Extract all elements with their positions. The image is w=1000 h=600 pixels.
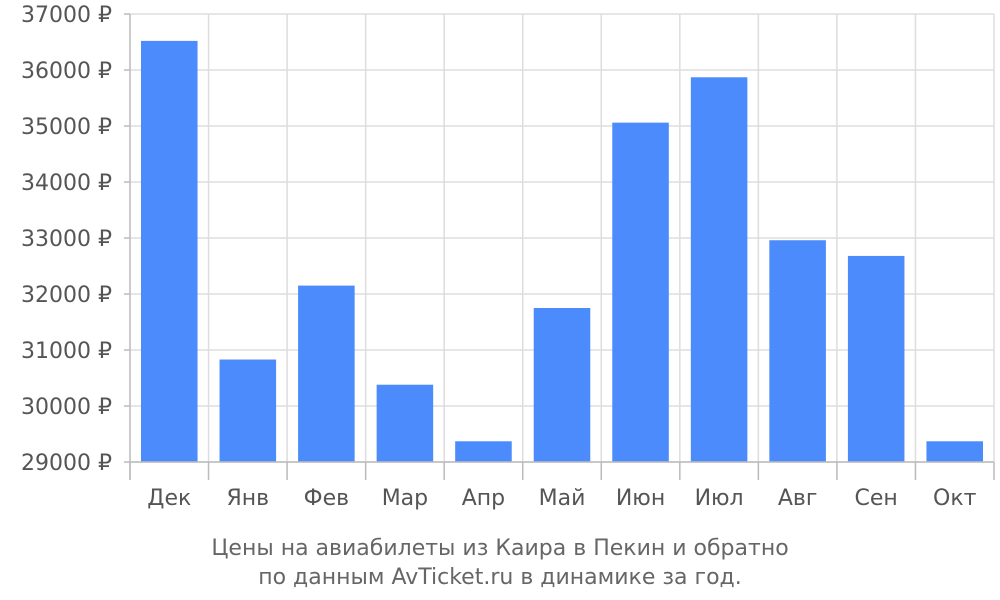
y-tick-label: 33000 ₽ [21, 227, 112, 252]
bar-7 [612, 122, 669, 462]
bar-5 [455, 441, 512, 462]
x-tick-label: Май [539, 486, 586, 511]
y-tick-label: 32000 ₽ [21, 283, 112, 308]
x-tick-label: Июн [616, 486, 665, 511]
y-tick-label: 35000 ₽ [21, 115, 112, 140]
grid-layer [130, 13, 995, 463]
axis-layer [124, 13, 995, 480]
bar-2 [219, 359, 277, 462]
chart-caption-line-2: по данным AvTicket.ru в динамике за год. [258, 565, 742, 590]
bar-9 [769, 240, 826, 462]
y-tick-label: 31000 ₽ [21, 339, 112, 364]
bar-6 [533, 308, 591, 462]
x-tick-label: Сен [855, 486, 898, 511]
x-tick-label: Фев [304, 486, 349, 511]
bar-8 [690, 77, 748, 462]
y-tick-label: 29000 ₽ [21, 451, 112, 476]
x-tick-label: Апр [462, 486, 505, 511]
x-tick-label: Июл [695, 486, 744, 511]
x-tick-label: Окт [933, 486, 977, 511]
x-tick-label: Авг [778, 486, 818, 511]
x-tick-label: Янв [226, 486, 269, 511]
y-tick-label: 37000 ₽ [21, 3, 112, 28]
x-axis-tick-labels: Дек Янв Фев Мар Апр Май Июн Июл Авг Сен Окт [147, 486, 976, 511]
y-tick-label: 30000 ₽ [21, 395, 112, 420]
bar-4 [376, 384, 434, 462]
x-tick-label: Дек [147, 486, 191, 511]
y-axis-tick-labels: 29000 ₽ 30000 ₽ 31000 ₽ 32000 ₽ 33000 ₽ 34000… [21, 3, 112, 476]
y-tick-label: 36000 ₽ [21, 59, 112, 84]
x-tick-label: Мар [382, 486, 428, 511]
bar-11 [926, 441, 984, 462]
bar-1 [140, 40, 198, 462]
y-tick-label: 34000 ₽ [21, 171, 112, 196]
chart-caption-line-1: Цены на авиабилеты из Каира в Пекин и об… [211, 536, 788, 561]
bar-10 [847, 255, 905, 462]
bars-layer [140, 40, 984, 462]
bar-3 [298, 285, 355, 462]
